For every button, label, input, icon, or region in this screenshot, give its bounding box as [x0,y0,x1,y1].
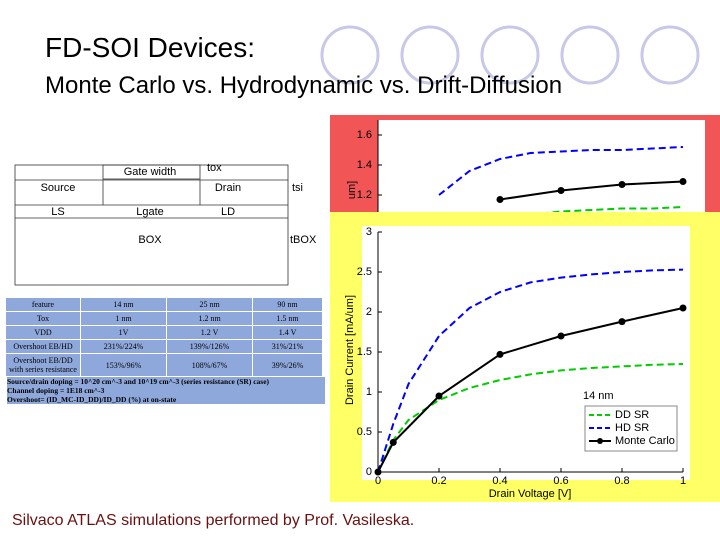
series-line [377,363,684,473]
table-cell: 25 nm [166,297,254,312]
x-axis-label: Drain Voltage [V] [489,488,572,500]
series-line [545,206,684,212]
table-cell: 39%/26% [252,353,323,377]
data-point [557,187,565,194]
diagram-label: Drain [215,182,241,194]
x-tick-label: 0 [375,475,381,487]
table-row: Tox 1 nm 1.2 nm 1.5 nm [5,311,323,326]
table-cell: 90 nm [252,297,323,312]
diagram-label: Gate width [124,166,177,178]
table-cell: 1.2 V [166,325,254,340]
diagram-label: Lgate [136,206,164,218]
y-tick-label: 0.5 [357,426,372,438]
y-axis-label: um] [346,181,358,199]
data-point [618,318,626,326]
slide-subtitle: Monte Carlo vs. Hydrodynamic vs. Drift-D… [45,72,563,99]
data-point [374,468,382,476]
data-point [435,392,443,400]
diagram-label: tsi [292,182,303,194]
y-tick-label: 1.2 [357,189,372,201]
slide-title: FD-SOI Devices: [45,32,256,63]
note: Channel doping = 1E18 cm^-3 [7,386,105,395]
diagram-label: BOX [138,234,162,246]
device-diagram: Gate width tox Source Drain tsi LS Lgate… [14,162,317,286]
footer: Silvaco ATLAS simulations performed by P… [12,512,415,529]
annotation: 14 nm [583,390,614,402]
y-axis-label: Drain Current [mA/um] [344,295,356,405]
y-tick-label: 1 [366,386,372,398]
table-cell: 1.5 nm [252,311,323,326]
x-tick-label: 0.4 [492,475,507,487]
table-cell: 153%/96% [79,353,168,377]
feature-table: feature 14 nm 25 nm 90 nm Tox 1 nm 1.2 nm 1.5 n… [5,297,323,377]
diagram-label: tBOX [290,234,317,246]
table-cell: 1.2 nm [166,311,254,326]
y-tick-label: 2.5 [357,266,372,278]
legend-marker [597,438,603,444]
x-tick-label: 0.2 [431,475,446,487]
series-line [499,180,684,201]
diagram-label: tox [207,162,222,174]
diagram-label: Source [41,182,76,194]
table-cell: Overshoot EB/DD with series resistance [5,353,81,377]
y-tick-label: 1.6 [357,129,372,141]
note: Overshoot= (ID_MC-ID_DD)/ID_DD (%) at on… [7,395,177,404]
table-cell: 1V [79,325,168,340]
note: Source/drain doping = 10^20 cm^-3 and 10… [7,377,270,386]
table-row: VDD 1V 1.2 V 1.4 V [5,325,323,340]
y-tick-label: 0 [366,466,372,478]
data-point [618,181,626,188]
legend-label: HD SR [615,422,649,434]
table-cell: 1.4 V [252,325,323,340]
table-cell: 1 nm [79,311,168,326]
chart-front: Drain Current [mA/um] Drain Voltage [V] … [330,212,720,502]
data-point [557,332,565,340]
table-row: Overshoot EB/DD with series resistance 15… [5,353,323,377]
y-tick-label: 1.4 [357,159,372,171]
data-point [389,438,397,446]
table-cell: Tox [5,311,81,326]
table-cell: 139%/126% [166,339,254,354]
legend-label: Monte Carlo [615,435,675,447]
series-line [438,146,684,196]
plot-area [378,120,705,212]
table-row: Overshoot EB/HD 231%/224% 139%/126% 31%/21% [5,339,323,354]
series-group [438,146,687,212]
x-tick-label: 0.8 [614,475,629,487]
chart-back: um] 1.2 1.4 1.6 [330,115,720,225]
table-notes: Source/drain doping = 10^20 cm^-3 and 10… [7,377,325,404]
y-tick-label: 3 [366,226,372,238]
table-cell: 14 nm [79,297,168,312]
x-tick-label: 0.6 [553,475,568,487]
diagram-label: LD [221,206,235,218]
diagram-label: LS [51,206,64,218]
data-point [679,178,687,185]
data-point [679,304,687,312]
series-line [377,268,684,473]
y-tick-label: 2 [366,306,372,318]
table-row: feature 14 nm 25 nm 90 nm [5,297,323,312]
x-tick-label: 1 [680,475,686,487]
decor-circles [320,25,700,85]
table-cell: 108%/67% [166,353,254,377]
legend-label: DD SR [615,409,649,421]
table-cell: Overshoot EB/HD [5,339,81,354]
data-point [496,196,504,203]
table-cell: 31%/21% [252,339,323,354]
series-group [374,268,687,476]
data-point [496,350,504,358]
y-tick-label: 1.5 [357,346,372,358]
table-cell: VDD [5,325,81,340]
table-cell: 231%/224% [79,339,168,354]
table-cell: feature [5,297,81,312]
